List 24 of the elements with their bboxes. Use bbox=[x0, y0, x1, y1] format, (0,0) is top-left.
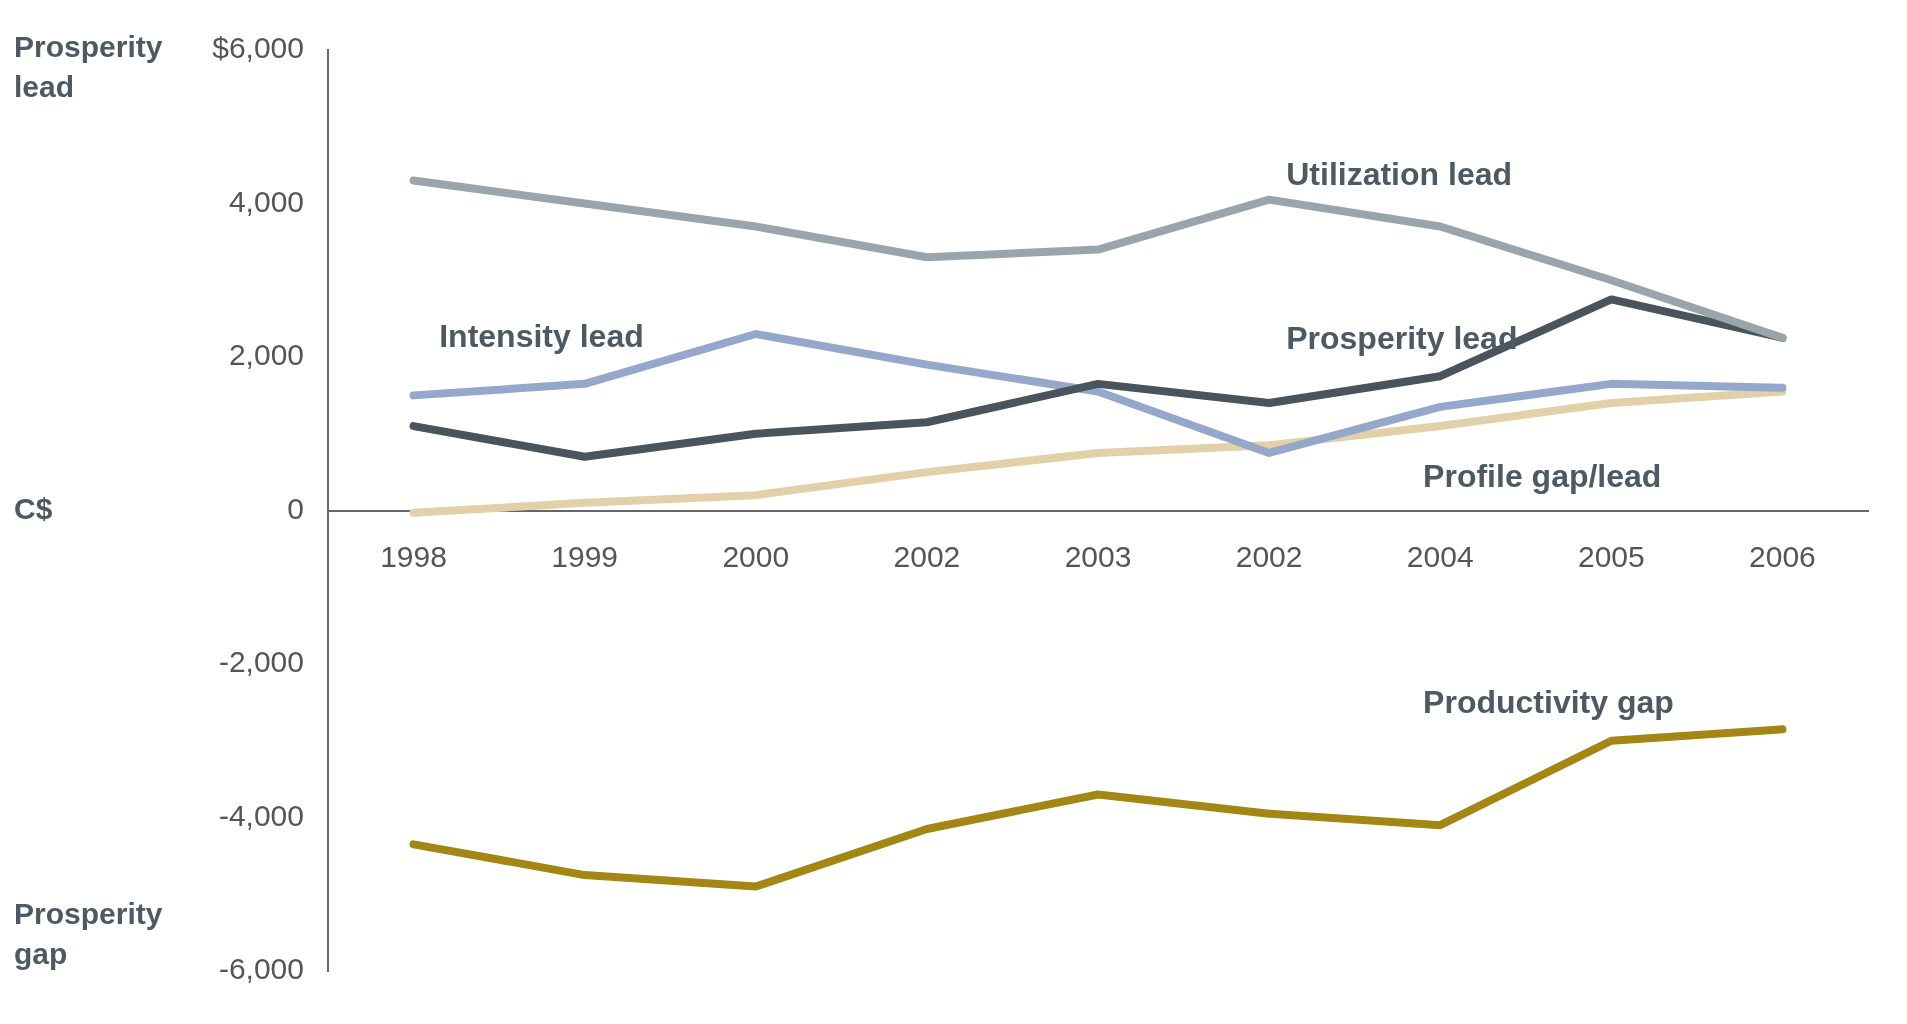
y-tick-label: 2,000 bbox=[228, 338, 304, 372]
y-tick-label: -6,000 bbox=[218, 952, 304, 986]
y-tick-label: -4,000 bbox=[218, 798, 304, 832]
series-label: Profile gap/lead bbox=[1423, 457, 1662, 494]
text: Prosperity gap bbox=[14, 897, 163, 971]
series-label: Intensity lead bbox=[439, 318, 644, 355]
x-tick-label: 2005 bbox=[1577, 539, 1645, 573]
y-tick-label: 4,000 bbox=[228, 184, 304, 218]
x-tick-label: 1999 bbox=[551, 539, 619, 573]
x-tick-label: 2000 bbox=[722, 539, 790, 573]
x-tick-label: 2006 bbox=[1749, 539, 1816, 573]
x-tick-label: 2003 bbox=[1064, 539, 1132, 573]
series-label: Prosperity lead bbox=[1286, 320, 1518, 357]
x-tick-label: 1998 bbox=[380, 539, 447, 573]
x-tick-label: 2004 bbox=[1406, 539, 1474, 573]
text: Prosperity lead bbox=[14, 30, 163, 104]
series-label: Utilization lead bbox=[1286, 156, 1513, 193]
series-label: Productivity gap bbox=[1423, 683, 1674, 720]
y-tick-label: -2,000 bbox=[218, 645, 304, 679]
y-tick-label: 0 bbox=[287, 491, 304, 525]
text: C$ bbox=[14, 491, 53, 525]
x-tick-label: 2002 bbox=[1235, 539, 1303, 573]
x-tick-label: 2002 bbox=[893, 539, 961, 573]
y-tick-label: $6,000 bbox=[212, 31, 304, 65]
